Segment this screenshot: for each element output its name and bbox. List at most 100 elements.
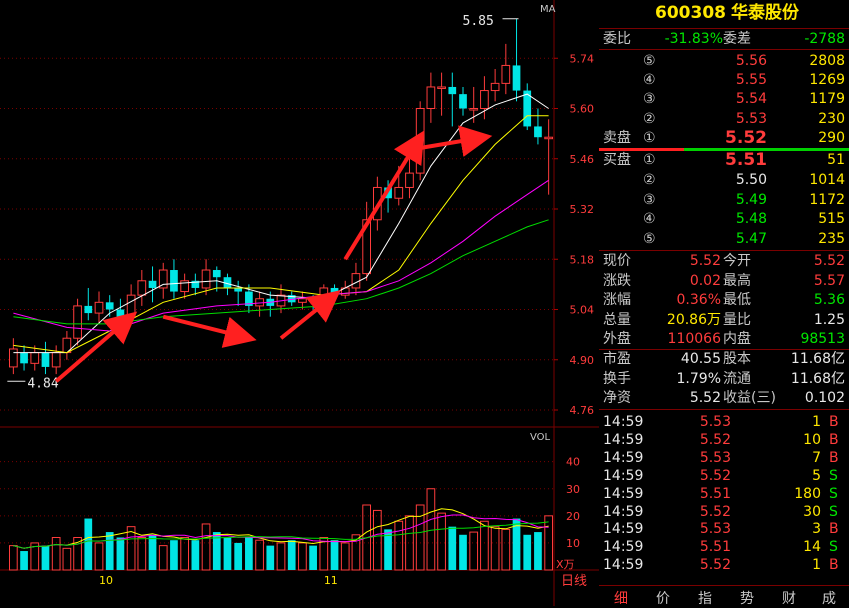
buy-volume: 515	[818, 211, 845, 228]
order-level: ①	[643, 129, 656, 146]
sell-volume: 230	[818, 110, 845, 127]
sell-order-row: ② 5.53 230	[599, 110, 849, 129]
volume-bar	[212, 532, 221, 570]
weibi-label: 委比	[603, 31, 631, 47]
fund-value: 11.68亿	[790, 370, 845, 387]
sell-volume: 290	[818, 129, 845, 146]
sell-order-row: 卖盘 ① 5.52 290	[599, 128, 849, 148]
candle-body	[158, 269, 168, 289]
tab-detail[interactable]: 细	[614, 591, 628, 607]
quote-value: 5.52	[689, 253, 721, 269]
buy-price: 5.47	[735, 231, 767, 248]
tick-row: 14:59 5.53 3 B	[599, 520, 849, 539]
quote-label: 量比	[723, 311, 751, 328]
quote-row: 涨跌 0.02 最高 5.57	[599, 272, 849, 291]
tab-trend[interactable]: 势	[740, 591, 754, 607]
tick-price: 5.51	[699, 485, 731, 502]
candle-body	[459, 94, 467, 109]
bottom-tabs: 细 价 指 势 财 成	[599, 585, 849, 607]
tick-price: 5.53	[699, 414, 731, 430]
fundamental-row: 净资 5.52 收益(三) 0.102	[599, 389, 849, 408]
vol-tick-label: 20	[566, 510, 580, 523]
quote-label: 涨跌	[603, 272, 631, 289]
tick-volume: 3	[812, 521, 821, 538]
candle-body	[245, 291, 253, 306]
volume-bar	[426, 488, 436, 571]
tick-row: 14:59 5.52 30 S	[599, 503, 849, 522]
order-level: ④	[643, 72, 656, 89]
weicha-value: -2788	[804, 31, 845, 47]
tick-price: 5.51	[699, 539, 731, 556]
candle-body	[255, 298, 264, 307]
sell-order-row: ③ 5.54 1179	[599, 90, 849, 109]
fund-label: 股本	[723, 351, 751, 367]
volume-bar	[437, 512, 446, 571]
quote-value: 0.36%	[676, 292, 721, 309]
tick-time: 14:59	[603, 503, 644, 520]
tick-volume: 30	[803, 503, 821, 520]
tab-price[interactable]: 价	[656, 591, 670, 607]
volume-bar	[180, 537, 190, 571]
low-price-label: 4.84	[27, 376, 58, 391]
trend-arrow	[54, 311, 138, 383]
quote-label: 总量	[603, 311, 631, 328]
tab-finance[interactable]: 财	[782, 591, 796, 607]
order-level: ④	[643, 211, 656, 228]
trend-arrow	[419, 125, 493, 157]
buy-volume: 51	[827, 152, 845, 168]
tick-row: 14:59 5.51 14 S	[599, 538, 849, 557]
tick-volume: 10	[803, 431, 821, 448]
candle-body	[309, 298, 317, 303]
candle-body	[501, 64, 511, 84]
candle-body	[170, 270, 178, 292]
volume-bar	[512, 518, 521, 570]
price-tick-label: 5.32	[570, 203, 595, 216]
quote-row: 总量 20.86万 量比 1.25	[599, 311, 849, 330]
sell-label: 卖盘	[603, 129, 631, 146]
weibi-value: -31.83%	[664, 31, 723, 47]
volume-bar	[405, 515, 414, 571]
quote-label: 今开	[723, 253, 751, 269]
candle-body	[512, 65, 521, 91]
volume-bar	[459, 534, 467, 570]
tick-time: 14:59	[603, 485, 644, 502]
ma-line-ma10	[13, 115, 549, 354]
tick-side: B	[829, 557, 839, 574]
vol-ma20-line	[13, 521, 549, 549]
quote-row: 现价 5.52 今开 5.52	[599, 252, 849, 271]
tab-trades[interactable]: 成	[822, 591, 836, 607]
price-tick-label: 5.46	[570, 153, 595, 166]
tick-row: 14:59 5.53 1 B	[599, 413, 849, 432]
candle-body	[41, 352, 50, 367]
candle-body	[105, 302, 114, 310]
volume-bar	[116, 537, 125, 570]
tick-volume: 180	[794, 485, 821, 502]
volume-bar	[73, 537, 82, 571]
weibi-row: 委比 -31.83% 委差 -2788	[599, 30, 849, 49]
vol-tick-label: 10	[566, 537, 580, 550]
quote-value: 110066	[667, 331, 721, 348]
price-tick-label: 5.18	[570, 253, 595, 266]
ma-label: MA	[540, 4, 556, 15]
fund-label: 市盈	[603, 351, 631, 367]
volume-bar	[62, 547, 72, 571]
tick-time: 14:59	[603, 431, 644, 448]
tab-index[interactable]: 指	[698, 591, 712, 607]
tick-row: 14:59 5.53 7 B	[599, 449, 849, 468]
tick-volume: 5	[812, 467, 821, 484]
volume-bar	[480, 520, 489, 571]
trend-arrow	[279, 290, 341, 340]
volume-bar	[137, 537, 147, 571]
price-tick-label: 5.74	[570, 52, 595, 65]
candle-body	[148, 280, 157, 288]
tick-time: 14:59	[603, 521, 644, 538]
fundamental-row: 市盈 40.55 股本 11.68亿	[599, 350, 849, 369]
price-tick-label: 4.90	[570, 354, 595, 367]
volume-bar	[276, 542, 286, 571]
volume-bar	[148, 534, 157, 570]
candle-body	[523, 90, 532, 127]
candle-body	[490, 82, 500, 92]
kline-chart[interactable]: 5.74 5.60 5.46 5.32 5.18 5.04 4.90 4.76 MA 5.85 4.…	[0, 0, 599, 606]
candle-body	[137, 280, 147, 296]
fund-value: 0.102	[804, 390, 845, 407]
